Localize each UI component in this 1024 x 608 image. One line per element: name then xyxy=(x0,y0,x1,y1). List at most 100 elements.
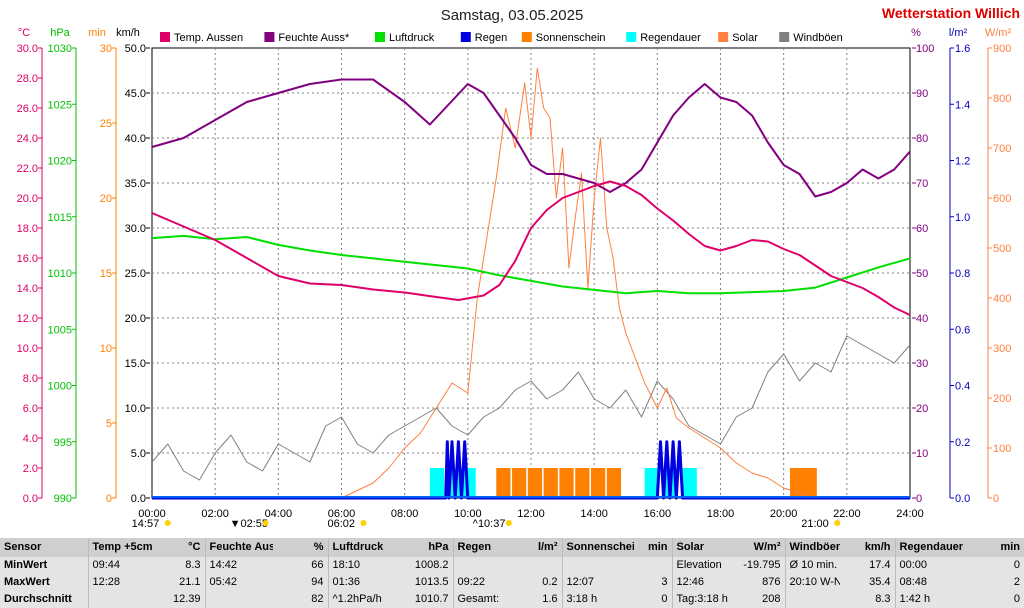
table-cell: 00:00 xyxy=(894,557,967,574)
y-tick-label-press: 1005 xyxy=(48,324,72,336)
y-tick-label-temp: 30.0 xyxy=(17,43,38,55)
y-tick-label-hum: 50 xyxy=(916,268,928,280)
y-tick-label-hum: 100 xyxy=(916,43,934,55)
y-tick-label-solar: 600 xyxy=(993,193,1011,205)
y-tick-label-rain: 0.8 xyxy=(955,268,970,280)
table-cell xyxy=(204,591,273,608)
y-axis-unit-solar: W/m² xyxy=(985,27,1012,39)
y-tick-label-press: 995 xyxy=(54,437,72,449)
row-label: Durchschnitt xyxy=(0,591,88,608)
table-cell: 1010.7 xyxy=(398,591,453,608)
table-header: Sensor Temp +5cm °C Feuchte Auss % Luftd… xyxy=(0,538,1024,557)
table-cell: 12:07 xyxy=(561,574,634,591)
weather-chart: Samstag, 03.05.2025 Wetterstation Willic… xyxy=(17,5,1020,530)
table-cell: 1.6 xyxy=(513,591,562,608)
time-marker-label: 21:00 xyxy=(801,518,829,530)
y-tick-label-press: 1020 xyxy=(48,156,72,168)
header-solar-unit: W/m² xyxy=(738,538,785,557)
y-tick-label-min: 15 xyxy=(100,268,112,280)
duration-bar xyxy=(512,468,527,498)
y-axis-unit-hum: % xyxy=(911,27,921,39)
y-tick-label-rain: 0.4 xyxy=(955,381,970,393)
y-tick-label-temp: 18.0 xyxy=(17,223,38,235)
y-tick-label-rain: 1.6 xyxy=(955,43,970,55)
markers: 14:57 ▼02:55 06:02 ^10:37 21:00 xyxy=(132,518,841,530)
y-tick-label-rain: 0.6 xyxy=(955,324,970,336)
y-tick-label-temp: 28.0 xyxy=(17,73,38,85)
y-tick-label-wind: 0.0 xyxy=(131,493,146,505)
y-tick-label-temp: 22.0 xyxy=(17,163,38,175)
y-tick-label-temp: 14.0 xyxy=(17,283,38,295)
table-cell: 17.4 xyxy=(840,557,895,574)
x-tick-label: 02:00 xyxy=(201,508,229,520)
y-axis-unit-rain: l/m² xyxy=(949,27,968,39)
header-rain-unit: l/m² xyxy=(513,538,562,557)
y-tick-label-hum: 0 xyxy=(916,493,922,505)
x-tick-label: 14:00 xyxy=(580,508,608,520)
table-cell: 12:28 xyxy=(87,574,153,591)
table-cell: 18:10 xyxy=(327,557,398,574)
y-tick-label-temp: 16.0 xyxy=(17,253,38,265)
table-cell: 8.3 xyxy=(153,557,205,574)
y-tick-label-rain: 1.4 xyxy=(955,99,970,111)
table-cell: -19.795 xyxy=(738,557,785,574)
legend-swatch xyxy=(626,32,637,42)
table-cell: 1008.2 xyxy=(398,557,453,574)
header-sunshine-unit: min xyxy=(634,538,672,557)
x-tick-label: 20:00 xyxy=(770,508,798,520)
y-tick-label-hum: 30 xyxy=(916,358,928,370)
table-cell: ^1.2hPa/h xyxy=(327,591,398,608)
header-humidity: Feuchte Auss xyxy=(204,538,273,557)
series-line-hum xyxy=(151,78,911,198)
y-tick-label-min: 25 xyxy=(100,118,112,130)
series-line-solar xyxy=(152,67,910,499)
table-cell: 0 xyxy=(967,591,1024,608)
y-tick-label-wind: 20.0 xyxy=(125,313,146,325)
y-tick-label-min: 10 xyxy=(100,343,112,355)
table-cell: Elevation xyxy=(671,557,738,574)
header-rain: Regen xyxy=(452,538,513,557)
table-cell: Tag:3:18 h xyxy=(671,591,738,608)
y-tick-label-rain: 1.2 xyxy=(955,156,970,168)
legend-swatch xyxy=(375,32,385,42)
x-tick-label: 22:00 xyxy=(833,508,861,520)
legend-label: Sonnenschein xyxy=(536,32,606,44)
time-marker-dot xyxy=(834,520,841,526)
duration-bar xyxy=(543,468,558,498)
y-axis-unit-min: min xyxy=(88,27,106,39)
duration-bar xyxy=(606,468,622,498)
axes: 0.0 2.0 4.0 6.0 8.0 10.0 12.0 14.0 16.0 18.0 20.0 2… xyxy=(17,27,1012,505)
y-tick-label-solar: 900 xyxy=(993,43,1011,55)
table-cell: 35.4 xyxy=(840,574,895,591)
duration-bar xyxy=(496,468,511,498)
header-humidity-unit: % xyxy=(273,538,328,557)
chart-title: Samstag, 03.05.2025 xyxy=(441,7,584,24)
header-solar: Solar xyxy=(671,538,738,557)
y-tick-label-solar: 0 xyxy=(993,493,999,505)
legend-label: Regen xyxy=(475,32,507,44)
legend-label: Temp. Aussen xyxy=(174,32,243,44)
table-cell: 208 xyxy=(738,591,785,608)
legend-label: Feuchte Auss* xyxy=(278,32,350,44)
x-tick-label: 10:00 xyxy=(454,508,482,520)
table-cell: 876 xyxy=(738,574,785,591)
table-cell: 12.39 xyxy=(153,591,205,608)
bars xyxy=(429,468,817,498)
y-axis-unit-press: hPa xyxy=(50,27,70,39)
duration-bar xyxy=(644,468,659,498)
x-tick-label: 04:00 xyxy=(265,508,293,520)
y-tick-label-min: 30 xyxy=(100,43,112,55)
header-sensor: Sensor xyxy=(0,538,88,557)
y-tick-label-press: 1030 xyxy=(48,43,72,55)
series-line-press xyxy=(151,234,911,295)
duration-bar xyxy=(575,468,590,498)
y-tick-label-rain: 0.2 xyxy=(955,437,970,449)
y-tick-label-wind: 35.0 xyxy=(125,178,146,190)
table-cell: 2 xyxy=(967,574,1024,591)
y-tick-label-temp: 12.0 xyxy=(17,313,38,325)
x-tick-label: 24:00 xyxy=(896,508,924,520)
y-tick-label-hum: 70 xyxy=(916,178,928,190)
table-cell: 21.1 xyxy=(153,574,205,591)
table-cell xyxy=(784,591,840,608)
y-tick-label-temp: 2.0 xyxy=(23,463,38,475)
